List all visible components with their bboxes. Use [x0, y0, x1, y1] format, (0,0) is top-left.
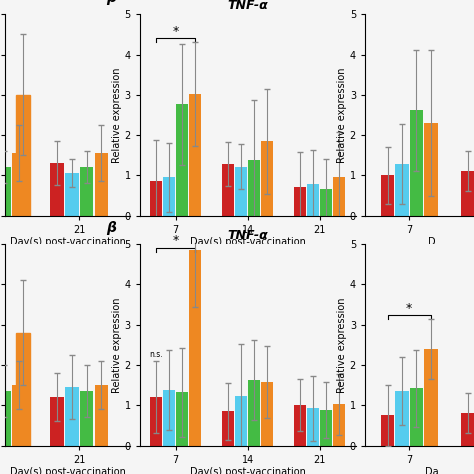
Bar	[248, 160, 260, 216]
Bar	[461, 413, 474, 446]
Text: *: *	[173, 234, 179, 247]
Bar	[424, 123, 438, 216]
Bar	[80, 167, 93, 216]
Bar	[150, 397, 162, 446]
Bar	[65, 173, 79, 216]
Bar	[95, 385, 108, 446]
Y-axis label: Relative expression: Relative expression	[337, 67, 347, 163]
Bar	[0, 391, 11, 446]
Y-axis label: Relative expression: Relative expression	[112, 297, 122, 392]
Bar	[235, 166, 247, 216]
Bar	[410, 388, 423, 446]
Bar	[176, 392, 188, 446]
Title: TNF-α: TNF-α	[228, 0, 268, 12]
Text: β: β	[107, 0, 117, 5]
Y-axis label: Relative expression: Relative expression	[112, 67, 122, 163]
Bar	[424, 349, 438, 446]
X-axis label: Day(s) post-vaccination: Day(s) post-vaccination	[9, 467, 126, 474]
X-axis label: Day(s) post-vaccination: Day(s) post-vaccination	[9, 237, 126, 247]
Bar	[0, 167, 11, 216]
Text: *: *	[173, 25, 179, 37]
Bar	[395, 164, 409, 216]
Bar	[16, 333, 30, 446]
Bar	[164, 177, 175, 216]
Bar	[307, 184, 319, 216]
Title: TNF-α: TNF-α	[228, 228, 268, 242]
Bar	[410, 110, 423, 216]
Bar	[222, 164, 234, 216]
Bar	[12, 153, 26, 216]
Bar	[261, 141, 273, 216]
X-axis label: Day(s) post-vaccination: Day(s) post-vaccination	[190, 237, 306, 247]
Bar	[189, 94, 201, 216]
Bar	[16, 95, 30, 216]
Bar	[381, 175, 394, 216]
Bar	[50, 397, 64, 446]
Bar	[294, 405, 306, 446]
Bar	[50, 163, 64, 216]
Bar	[150, 181, 162, 216]
Bar	[461, 172, 474, 216]
Text: n.s.: n.s.	[150, 350, 163, 359]
Bar	[80, 391, 93, 446]
Bar	[333, 404, 345, 446]
Bar	[235, 396, 247, 446]
Bar	[222, 411, 234, 446]
Bar	[12, 385, 26, 446]
Bar	[261, 382, 273, 446]
Bar	[381, 415, 394, 446]
Bar	[320, 190, 332, 216]
X-axis label: Da: Da	[425, 467, 438, 474]
Bar	[164, 390, 175, 446]
Bar	[248, 380, 260, 446]
Bar	[307, 409, 319, 446]
Bar	[320, 410, 332, 446]
Bar	[95, 153, 108, 216]
Bar	[395, 391, 409, 446]
Bar	[65, 387, 79, 446]
Bar	[333, 177, 345, 216]
X-axis label: Day(s) post-vaccination: Day(s) post-vaccination	[190, 467, 306, 474]
Bar	[189, 250, 201, 446]
Bar	[294, 187, 306, 216]
X-axis label: D: D	[428, 237, 435, 247]
Bar	[176, 104, 188, 216]
Text: β: β	[107, 220, 117, 235]
Text: *: *	[406, 301, 412, 315]
Y-axis label: Relative expression: Relative expression	[337, 297, 347, 392]
